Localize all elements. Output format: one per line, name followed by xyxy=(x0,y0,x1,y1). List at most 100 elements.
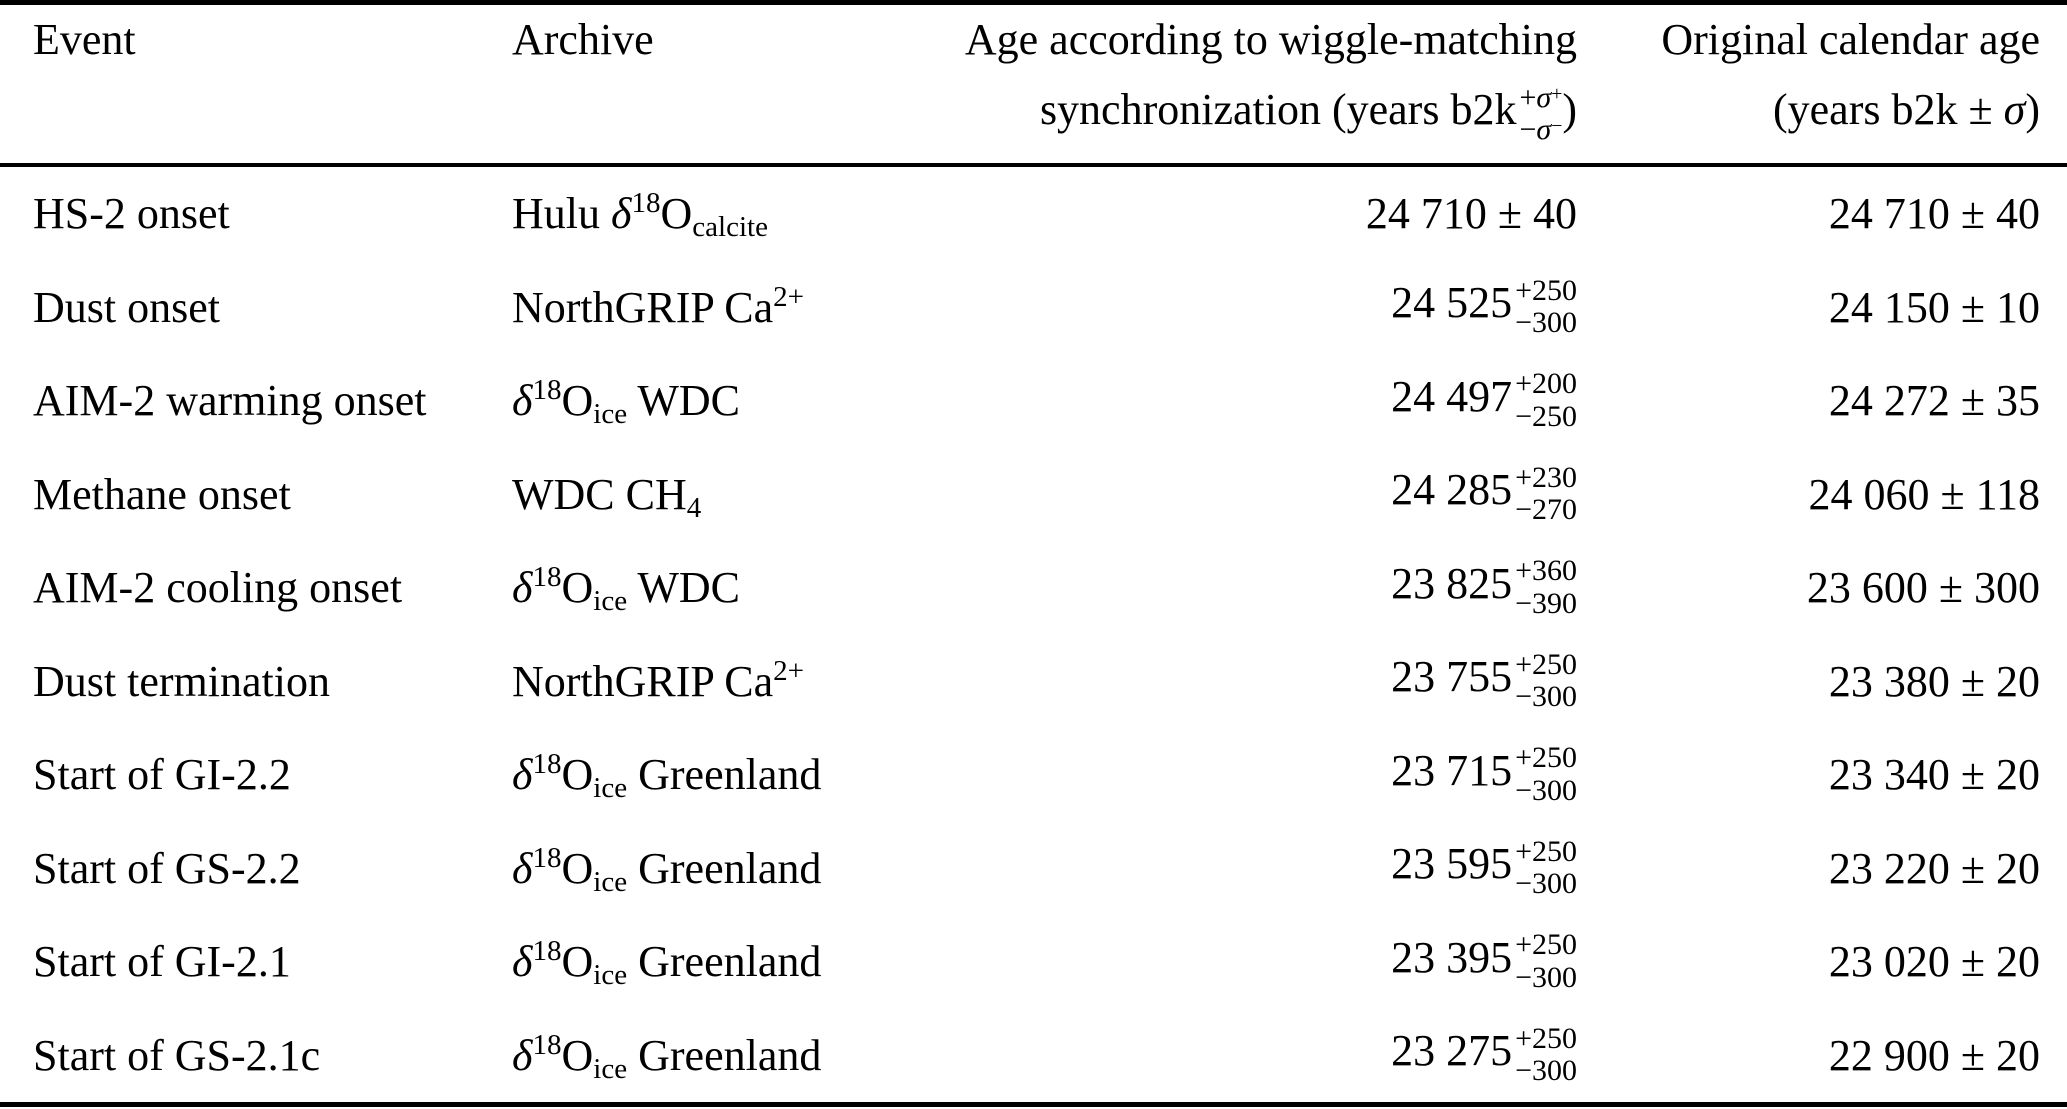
calendar-age-cell: 24 710 ± 40 xyxy=(1577,188,2040,239)
column-header-calendar-age: Original calendar age (years b2k ± σ) xyxy=(1577,5,2040,163)
calendar-age-cell: 24 272 ± 35 xyxy=(1577,375,2040,426)
table-row: Dust onset NorthGRIP Ca2+ 24 525 +250 −300 24… xyxy=(33,261,2040,355)
table-row: AIM-2 warming onset δ18Oice WDC 24 497 +200… xyxy=(33,354,2040,448)
event-cell: Start of GI-2.2 xyxy=(33,750,291,800)
wiggle-age-cell: 24 710 ± 40 xyxy=(926,188,1577,239)
asymmetric-uncertainty: +250 −300 xyxy=(1515,928,1577,994)
symmetric-uncertainty: ± 35 xyxy=(1949,376,2040,426)
calendar-age-cell: 23 220 ± 20 xyxy=(1577,843,2040,894)
asymmetric-uncertainty: +250 −300 xyxy=(1515,1021,1577,1088)
calendar-age-cell: 23 340 ± 20 xyxy=(1577,749,2040,800)
wiggle-age-cell: 23 715 +250 −300 xyxy=(926,741,1577,807)
event-cell: AIM-2 warming onset xyxy=(33,376,427,426)
age-value: 24 710 ± 40 xyxy=(1828,189,2040,239)
age-value: 24 272 ± 35 xyxy=(1828,376,2040,426)
symmetric-uncertainty: ± 20 xyxy=(1949,1030,2040,1080)
symmetric-uncertainty: ± 20 xyxy=(1949,656,2040,706)
symmetric-uncertainty: ± 20 xyxy=(1949,937,2040,987)
event-cell: HS-2 onset xyxy=(33,189,230,239)
age-value: 24 710 ± 40 xyxy=(1365,189,1577,239)
event-cell: AIM-2 cooling onset xyxy=(33,563,403,613)
symmetric-uncertainty: ± 20 xyxy=(1949,843,2040,893)
asymmetric-uncertainty: +250 −300 xyxy=(1515,741,1577,807)
table-row: Dust termination NorthGRIP Ca2+ 23 755 +250… xyxy=(33,635,2040,729)
wiggle-age-cell: 24 497 +200 −250 xyxy=(926,367,1577,433)
wiggle-age-cell: 24 285 +230 −270 xyxy=(926,460,1577,527)
archive-cell: δ18Oice Greenland xyxy=(512,1028,822,1085)
asymmetric-uncertainty: +250 −300 xyxy=(1515,273,1577,340)
asymmetric-uncertainty: +250 −300 xyxy=(1515,834,1577,901)
calendar-age-cell: 24 150 ± 10 xyxy=(1577,282,2040,333)
archive-cell: WDC CH4 xyxy=(512,469,702,524)
calendar-age-cell: 23 600 ± 300 xyxy=(1577,562,2040,613)
symmetric-uncertainty: ± 40 xyxy=(1486,189,1577,239)
table-row: AIM-2 cooling onset δ18Oice WDC 23 825 +360… xyxy=(33,541,2040,635)
table-row: Start of GS-2.2 δ18Oice Greenland 23 595 +2… xyxy=(33,822,2040,916)
wiggle-age-cell: 24 525 +250 −300 xyxy=(926,273,1577,340)
archive-cell: δ18Oice WDC xyxy=(512,561,740,618)
wiggle-header-line2-suffix: ) xyxy=(1562,85,1577,134)
table-bottom-rule xyxy=(0,1102,2067,1107)
calendar-age-cell: 22 900 ± 20 xyxy=(1577,1030,2040,1081)
wiggle-age-cell: 23 755 +250 −300 xyxy=(926,647,1577,714)
age-value: 23 595 +250 −300 xyxy=(1391,834,1577,901)
column-header-event-label: Event xyxy=(33,15,136,64)
event-cell: Start of GS-2.2 xyxy=(33,843,301,893)
symmetric-uncertainty: ± 40 xyxy=(1949,189,2040,239)
age-value: 23 755 +250 −300 xyxy=(1391,647,1577,714)
wiggle-age-cell: 23 275 +250 −300 xyxy=(926,1021,1577,1088)
asymmetric-uncertainty: +230 −270 xyxy=(1515,460,1577,527)
event-cell: Dust termination xyxy=(33,656,330,706)
age-value: 23 715 +250 −300 xyxy=(1391,741,1577,807)
sigma-uncertainty-stack: +σ+ −σ− xyxy=(1519,80,1563,147)
archive-cell: δ18Oice Greenland xyxy=(512,935,822,992)
age-value: 24 150 ± 10 xyxy=(1828,282,2040,332)
symmetric-uncertainty: ± 10 xyxy=(1949,282,2040,332)
table-row: HS-2 onset Hulu δ18Ocalcite 24 710 ± 40 24 … xyxy=(33,167,2040,261)
archive-cell: δ18Oice Greenland xyxy=(512,748,822,805)
wiggle-header-line1: Age according to wiggle-matching xyxy=(964,15,1577,64)
wiggle-age-cell: 23 595 +250 −300 xyxy=(926,834,1577,901)
calendar-header-line1: Original calendar age xyxy=(1661,15,2040,64)
age-value: 23 395 +250 −300 xyxy=(1391,928,1577,994)
sigma-minus: −σ− xyxy=(1519,112,1563,146)
archive-cell: NorthGRIP Ca2+ xyxy=(512,280,805,332)
symmetric-uncertainty: ± 118 xyxy=(1929,469,2040,519)
age-value: 23 600 ± 300 xyxy=(1806,563,2040,613)
age-value: 24 525 +250 −300 xyxy=(1391,273,1577,340)
archive-cell: δ18Oice Greenland xyxy=(512,841,822,898)
column-header-wiggle-age: Age according to wiggle-matching synchro… xyxy=(926,5,1577,163)
table-header-rule xyxy=(0,163,2067,167)
table-header: Event Archive Age according to wiggle-ma… xyxy=(33,5,2040,163)
event-cell: Dust onset xyxy=(33,282,220,332)
table-row: Methane onset WDC CH4 24 285 +230 −270 24 060… xyxy=(33,448,2040,542)
asymmetric-uncertainty: +250 −300 xyxy=(1515,647,1577,714)
calendar-header-line2: (years b2k ± σ) xyxy=(1773,85,2040,134)
event-cell: Methane onset xyxy=(33,469,291,519)
sigma-plus: +σ+ xyxy=(1519,80,1563,114)
table-row: Start of GI-2.1 δ18Oice Greenland 23 395 +2… xyxy=(33,915,2040,1009)
asymmetric-uncertainty: +360 −390 xyxy=(1515,554,1577,620)
age-value: 23 020 ± 20 xyxy=(1828,937,2040,987)
age-value: 24 497 +200 −250 xyxy=(1391,367,1577,433)
symmetric-uncertainty: ± 20 xyxy=(1949,750,2040,800)
wiggle-age-cell: 23 825 +360 −390 xyxy=(926,554,1577,620)
column-header-archive: Archive xyxy=(512,5,926,163)
event-cell: Start of GS-2.1c xyxy=(33,1030,321,1080)
age-value: 23 220 ± 20 xyxy=(1828,843,2040,893)
age-value: 23 275 +250 −300 xyxy=(1391,1021,1577,1088)
age-value: 24 285 +230 −270 xyxy=(1391,460,1577,527)
archive-cell: Hulu δ18Ocalcite xyxy=(512,187,769,244)
table-row: Start of GI-2.2 δ18Oice Greenland 23 715 +2… xyxy=(33,728,2040,822)
asymmetric-uncertainty: +200 −250 xyxy=(1515,367,1577,433)
table-row: Start of GS-2.1c δ18Oice Greenland 23 275 +… xyxy=(33,1009,2040,1103)
age-value: 23 825 +360 −390 xyxy=(1391,554,1577,620)
table-top-rule xyxy=(0,0,2067,5)
wiggle-header-line2: synchronization (years b2k +σ+ −σ−) xyxy=(926,75,1577,147)
table-body: HS-2 onset Hulu δ18Ocalcite 24 710 ± 40 24 … xyxy=(33,167,2040,1102)
archive-cell: δ18Oice WDC xyxy=(512,374,740,431)
archive-cell: NorthGRIP Ca2+ xyxy=(512,654,805,706)
age-value: 23 380 ± 20 xyxy=(1828,656,2040,706)
calendar-age-cell: 24 060 ± 118 xyxy=(1577,469,2040,520)
